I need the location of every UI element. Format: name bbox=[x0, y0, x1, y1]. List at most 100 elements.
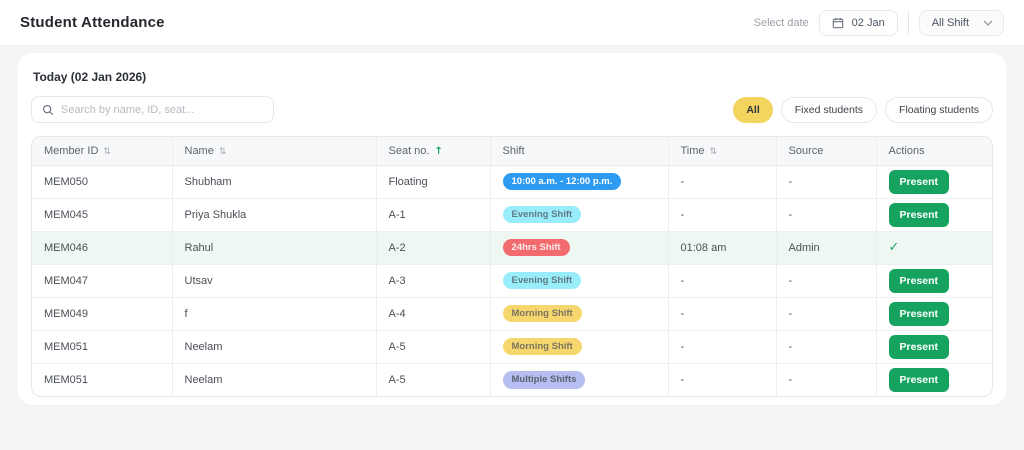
sort-asc-icon[interactable]: ↑ bbox=[434, 145, 443, 157]
cell-name: Utsav bbox=[171, 263, 376, 297]
search-icon bbox=[42, 104, 54, 116]
cell-time: - bbox=[667, 165, 776, 198]
column-header-source: Source bbox=[775, 137, 876, 166]
table-row: MEM050 Shubham Floating 10:00 a.m. - 12:00 … bbox=[32, 165, 992, 198]
cell-name: f bbox=[171, 296, 376, 330]
cell-seat: A-3 bbox=[375, 263, 490, 297]
cell-time: - bbox=[667, 296, 776, 330]
cell-actions: Present bbox=[875, 362, 992, 396]
table-body: MEM050 Shubham Floating 10:00 a.m. - 12:00 … bbox=[32, 165, 992, 396]
shift-badge-allday: 24hrs Shift bbox=[502, 238, 570, 257]
cell-shift: 24hrs Shift bbox=[489, 230, 668, 264]
cell-member-id: MEM047 bbox=[32, 263, 172, 297]
attendance-card: Today (02 Jan 2026) All Fixed students Flo… bbox=[18, 53, 1006, 405]
cell-actions: Present bbox=[875, 197, 992, 231]
cell-member-id: MEM050 bbox=[44, 175, 89, 188]
present-check-icon: ✓ bbox=[888, 240, 900, 255]
cell-source: - bbox=[775, 263, 876, 297]
cell-name: Rahul bbox=[171, 230, 376, 264]
shift-filter-value: All Shift bbox=[931, 16, 969, 29]
cell-actions: ✓ bbox=[875, 230, 992, 264]
cell-actions: Present bbox=[875, 329, 992, 363]
cell-seat: Floating bbox=[375, 165, 490, 198]
present-button[interactable]: Present bbox=[888, 202, 950, 227]
column-header-member-id[interactable]: Member ID ⇅ bbox=[32, 137, 172, 166]
date-value: 02 Jan bbox=[851, 16, 885, 29]
cell-time: - bbox=[667, 362, 776, 396]
shift-badge-morning: Morning Shift bbox=[502, 304, 582, 323]
cell-source: - bbox=[775, 362, 876, 396]
cell-seat: A-5 bbox=[375, 362, 490, 396]
shift-filter-select[interactable]: All Shift bbox=[918, 9, 1004, 36]
controls-row: All Fixed students Floating students bbox=[31, 96, 993, 123]
column-header-seat-no[interactable]: Seat no. ↑ bbox=[375, 137, 490, 166]
present-button[interactable]: Present bbox=[888, 334, 950, 359]
cell-seat: A-1 bbox=[375, 197, 490, 231]
present-button[interactable]: Present bbox=[888, 301, 950, 326]
cell-seat: A-2 bbox=[375, 230, 490, 264]
shift-badge-evening: Evening Shift bbox=[502, 205, 582, 224]
filter-pill-all[interactable]: All bbox=[733, 96, 773, 123]
table-header-row: Member ID ⇅ Name ⇅ Seat no. ↑ Shift Time ⇅ Source… bbox=[32, 137, 992, 166]
table-row: MEM051 Neelam A-5 Morning Shift - - Present bbox=[32, 329, 992, 363]
table-row: MEM045 Priya Shukla A-1 Evening Shift - - Pres… bbox=[32, 197, 992, 231]
column-label: Shift bbox=[502, 144, 525, 157]
topbar-actions: Select date 02 Jan All Shift bbox=[754, 9, 1004, 36]
column-label: Source bbox=[788, 144, 824, 157]
cell-source: - bbox=[775, 197, 876, 231]
topbar-divider bbox=[907, 11, 909, 34]
present-button[interactable]: Present bbox=[888, 367, 950, 392]
date-picker-button[interactable]: 02 Jan bbox=[818, 9, 898, 36]
chevron-down-icon bbox=[983, 20, 993, 26]
cell-name: Priya Shukla bbox=[171, 197, 376, 231]
cell-actions: Present bbox=[875, 165, 992, 198]
cell-time: - bbox=[667, 263, 776, 297]
column-header-actions: Actions bbox=[875, 137, 992, 166]
search-box[interactable] bbox=[31, 96, 274, 123]
cell-shift: Evening Shift bbox=[489, 197, 668, 231]
cell-name: Shubham bbox=[171, 165, 376, 198]
attendance-table: Member ID ⇅ Name ⇅ Seat no. ↑ Shift Time ⇅ Source… bbox=[32, 137, 992, 396]
column-label: Time bbox=[680, 144, 705, 157]
sort-icon[interactable]: ⇅ bbox=[103, 146, 111, 157]
column-label: Seat no. bbox=[388, 144, 430, 157]
sort-icon[interactable]: ⇅ bbox=[709, 146, 718, 157]
cell-member-id: MEM045 bbox=[32, 197, 172, 231]
cell-seat: A-4 bbox=[375, 296, 490, 330]
present-button[interactable]: Present bbox=[888, 268, 950, 293]
cell-source: - bbox=[775, 329, 876, 363]
table-row: MEM051 Neelam A-5 Multiple Shifts - - Present bbox=[32, 362, 992, 396]
column-label: Actions bbox=[888, 144, 925, 157]
cell-shift: Evening Shift bbox=[489, 263, 668, 297]
cell-member-id: MEM051 bbox=[32, 362, 172, 396]
filter-pill-fixed-students[interactable]: Fixed students bbox=[780, 96, 878, 123]
cell-time: - bbox=[667, 197, 776, 231]
search-input[interactable] bbox=[61, 103, 263, 116]
column-label: Name bbox=[184, 144, 214, 157]
cell-shift: Morning Shift bbox=[489, 329, 668, 363]
cell-time: - bbox=[667, 329, 776, 363]
column-header-time[interactable]: Time ⇅ bbox=[667, 137, 776, 166]
table-row: MEM049 f A-4 Morning Shift - - Present bbox=[32, 296, 992, 330]
table-row: MEM047 Utsav A-3 Evening Shift - - Present bbox=[32, 263, 992, 297]
shift-badge-multiple: Multiple Shifts bbox=[502, 371, 586, 389]
shift-badge-time: 10:00 a.m. - 12:00 p.m. bbox=[502, 172, 622, 191]
cell-member-id: MEM049 bbox=[32, 296, 172, 330]
column-header-name[interactable]: Name ⇅ bbox=[171, 137, 376, 166]
cell-source: - bbox=[775, 165, 876, 198]
cell-name: Neelam bbox=[171, 329, 376, 363]
column-label: Member ID bbox=[44, 144, 99, 157]
calendar-icon bbox=[832, 17, 844, 29]
table-row: MEM046 Rahul A-2 24hrs Shift 01:08 am Admin ✓ bbox=[32, 230, 992, 264]
shift-badge-morning: Morning Shift bbox=[502, 337, 582, 356]
cell-shift: Multiple Shifts bbox=[489, 362, 668, 396]
today-label: Today (02 Jan 2026) bbox=[33, 70, 147, 84]
cell-actions: Present bbox=[875, 263, 992, 297]
cell-shift: Morning Shift bbox=[489, 296, 668, 330]
sort-icon[interactable]: ⇅ bbox=[218, 146, 227, 157]
filter-pill-floating-students[interactable]: Floating students bbox=[885, 96, 993, 123]
present-button[interactable]: Present bbox=[888, 169, 950, 194]
topbar: Student Attendance Select date 02 Jan Al… bbox=[0, 0, 1024, 46]
cell-name: Neelam bbox=[171, 362, 376, 396]
cell-source: Admin bbox=[775, 230, 876, 264]
